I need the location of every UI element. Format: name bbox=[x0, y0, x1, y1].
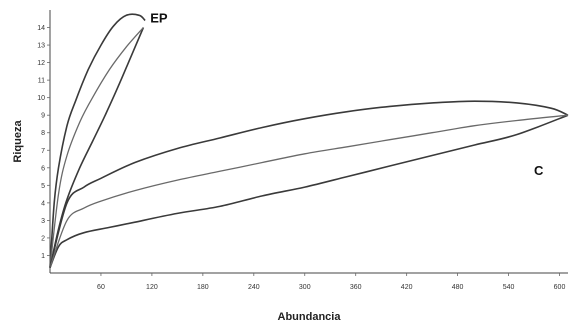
y-tick-label: 1 bbox=[41, 253, 45, 260]
series-label-c: C bbox=[534, 163, 544, 178]
y-tick-label: 8 bbox=[41, 130, 45, 137]
y-tick-label: 6 bbox=[41, 165, 45, 172]
y-tick-label: 11 bbox=[38, 78, 45, 85]
x-tick-label: 180 bbox=[197, 284, 209, 291]
series-label-ep: EP bbox=[150, 10, 168, 25]
y-tick-label: 14 bbox=[37, 25, 45, 32]
y-tick-label: 3 bbox=[41, 218, 45, 225]
y-tick-label: 2 bbox=[41, 235, 45, 242]
estimate-curve bbox=[49, 27, 144, 268]
lower-bound-curve bbox=[49, 27, 145, 268]
x-axis-title: Abundancia bbox=[278, 311, 342, 323]
y-tick-label: 7 bbox=[41, 148, 45, 155]
series-c bbox=[49, 100, 569, 268]
x-tick-label: 360 bbox=[350, 284, 362, 291]
upper-bound-curve bbox=[49, 100, 569, 268]
x-axis-ticks: 60 120 180 240 300 360 420 480 540 600 bbox=[97, 273, 565, 291]
x-tick-label: 600 bbox=[554, 284, 566, 291]
x-tick-label: 60 bbox=[97, 284, 105, 291]
y-tick-label: 12 bbox=[37, 60, 45, 67]
y-axis-title: Riqueza bbox=[12, 120, 24, 163]
x-tick-label: 480 bbox=[452, 284, 464, 291]
upper-bound-curve bbox=[49, 13, 146, 268]
x-tick-label: 420 bbox=[401, 284, 413, 291]
x-tick-label: 300 bbox=[299, 284, 311, 291]
y-tick-label: 13 bbox=[37, 43, 45, 50]
estimate-curve bbox=[49, 114, 569, 268]
y-tick-label: 5 bbox=[41, 183, 45, 190]
y-tick-label: 4 bbox=[41, 200, 45, 207]
series-labels: EP C bbox=[150, 10, 544, 178]
y-tick-label: 9 bbox=[41, 113, 45, 120]
y-tick-label: 10 bbox=[37, 95, 45, 102]
x-tick-label: 240 bbox=[248, 284, 260, 291]
x-tick-label: 540 bbox=[503, 284, 515, 291]
curves-layer bbox=[49, 13, 569, 268]
x-tick-label: 120 bbox=[146, 284, 158, 291]
lower-bound-curve bbox=[49, 114, 569, 268]
